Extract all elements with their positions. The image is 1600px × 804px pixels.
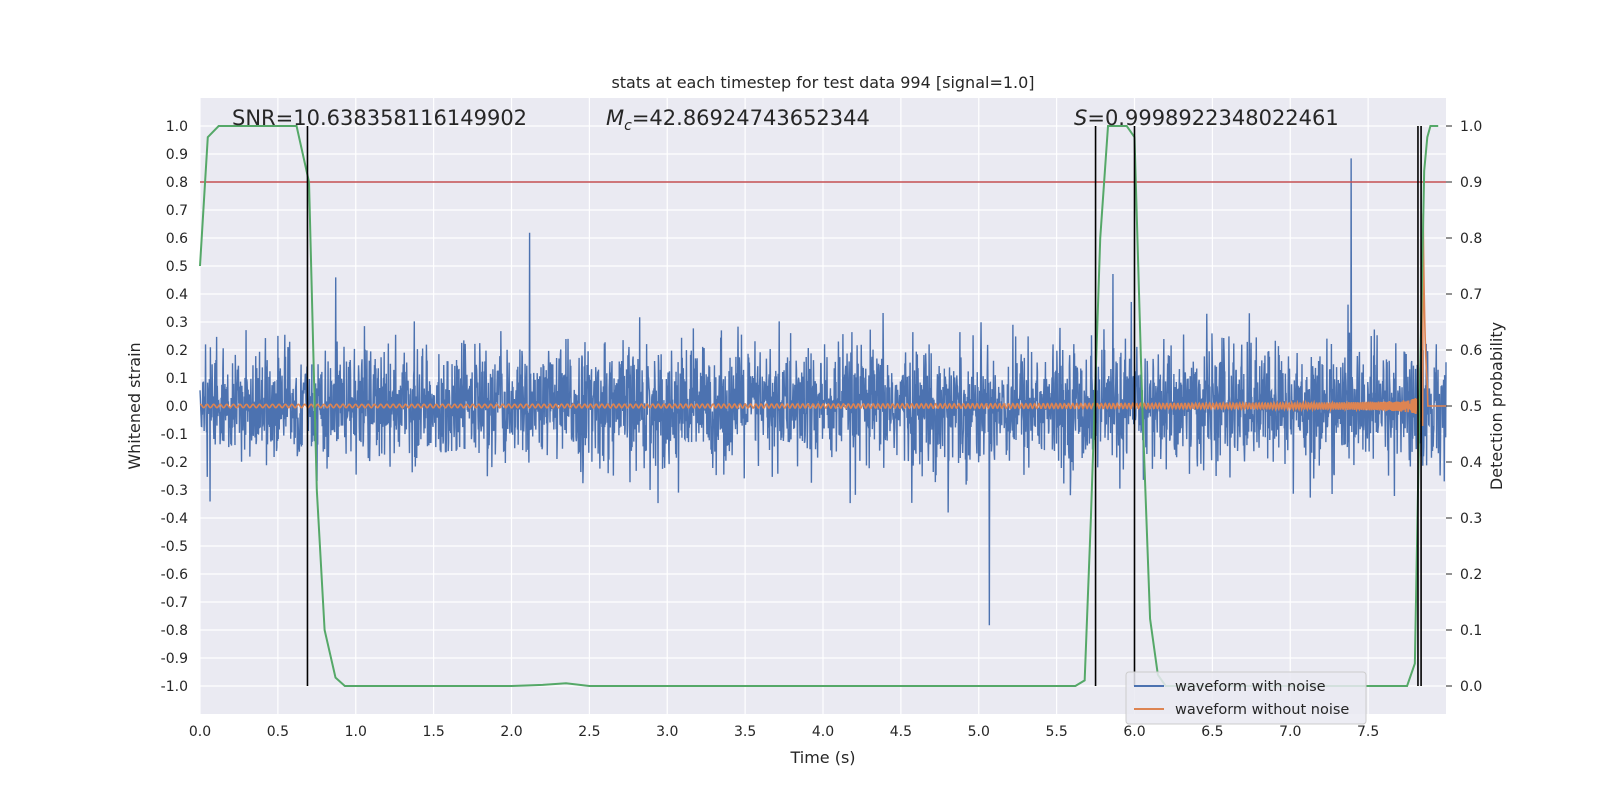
x-tick-label: 2.0 [500, 724, 522, 740]
y2-tick-label: 0.5 [1460, 399, 1482, 415]
legend-box [1125, 671, 1367, 725]
noisy-waveform-line [199, 158, 1447, 626]
y-tick-label: 0.5 [166, 259, 188, 275]
y2-tick-label: 0.4 [1460, 455, 1482, 471]
detection-probability-line [199, 125, 1439, 687]
chirp-mass-symbol: M [606, 106, 624, 130]
y-tick-label: 0.9 [166, 147, 188, 163]
y2-tick-label: 0.9 [1460, 175, 1482, 191]
y-axis-label: Whitened strain [125, 342, 144, 469]
y2-tick-label: 0.8 [1460, 231, 1482, 247]
y2-tick-label: 0.3 [1460, 511, 1482, 527]
s-annotation: S=0.9998922348022461 [1074, 106, 1339, 130]
x-tick-label: 7.0 [1279, 724, 1301, 740]
y-tick-label: 1.0 [166, 119, 188, 135]
x-tick-label: 0.5 [267, 724, 289, 740]
y-axis-ticks: 1.0 0.9 0.8 0.7 0.6 0.5 0.4 0.3 0.2 0.1 0.0 -0.1 -0.… [161, 119, 188, 695]
y-tick-label: 0.0 [166, 399, 188, 415]
y-tick-label: 0.4 [166, 287, 188, 303]
chart-title: stats at each timestep for test data 994… [611, 73, 1034, 92]
y-tick-label: -0.3 [161, 483, 188, 499]
chirp-mass-value: =42.86924743652344 [632, 106, 870, 130]
y-tick-label: -0.7 [161, 595, 188, 611]
legend: waveform with noise waveform without noi… [1125, 671, 1367, 725]
series-waveform-without-noise [199, 213, 1446, 427]
x-tick-label: 1.0 [345, 724, 367, 740]
chirp-mass-subscript: c [624, 118, 632, 134]
y-tick-label: -0.4 [161, 511, 188, 527]
y2-tick-label: 0.7 [1460, 287, 1482, 303]
y2-tick-label: 0.0 [1460, 679, 1482, 695]
legend-label-noise: waveform with noise [1175, 679, 1326, 695]
y2-tick-label: 0.2 [1460, 567, 1482, 583]
y2-tick-label: 0.1 [1460, 623, 1482, 639]
y-tick-label: -0.9 [161, 651, 188, 667]
snr-annotation: SNR=10.638358116149902 [232, 106, 527, 130]
clean-waveform-line [199, 213, 1446, 427]
x-tick-label: 0.0 [189, 724, 211, 740]
x-tick-label: 3.5 [734, 724, 756, 740]
y-tick-label: -0.2 [161, 455, 188, 471]
y-tick-label: 0.8 [166, 175, 188, 191]
x-tick-label: 6.5 [1201, 724, 1223, 740]
y-tick-label: 0.7 [166, 203, 188, 219]
x-tick-label: 4.0 [812, 724, 834, 740]
x-tick-label: 4.5 [890, 724, 912, 740]
y-tick-label: -0.6 [161, 567, 188, 583]
x-tick-label: 6.0 [1123, 724, 1145, 740]
y-tick-label: -1.0 [161, 679, 188, 695]
y-tick-label: -0.1 [161, 427, 188, 443]
x-axis-label: Time (s) [789, 748, 855, 767]
y2-axis-ticks: 1.0 0.9 0.8 0.7 0.6 0.5 0.4 0.3 0.2 0.1 0.0 [1446, 119, 1482, 695]
y2-axis-label: Detection probability [1487, 322, 1506, 490]
y-tick-label: -0.8 [161, 623, 188, 639]
x-tick-label: 5.0 [968, 724, 990, 740]
detection-vertical-lines [306, 126, 1422, 686]
chirp-mass-annotation: Mc=42.86924743652344 [606, 106, 870, 134]
x-tick-label: 2.5 [578, 724, 600, 740]
s-symbol: S [1074, 106, 1087, 130]
y-tick-label: 0.1 [166, 371, 188, 387]
series-detection-probability [199, 125, 1439, 687]
x-tick-label: 1.5 [422, 724, 444, 740]
x-tick-label: 5.5 [1045, 724, 1067, 740]
x-tick-label: 3.0 [656, 724, 678, 740]
y-tick-label: -0.5 [161, 539, 188, 555]
s-value: =0.9998922348022461 [1087, 106, 1338, 130]
legend-label-clean: waveform without noise [1175, 702, 1349, 718]
y-tick-label: 0.6 [166, 231, 188, 247]
y-tick-label: 0.2 [166, 343, 188, 359]
y-tick-label: 0.3 [166, 315, 188, 331]
x-axis-ticks: 0.0 0.5 1.0 1.5 2.0 2.5 3.0 3.5 4.0 4.5 5.0 5.5 6.0 6… [189, 724, 1379, 740]
y2-tick-label: 0.6 [1460, 343, 1482, 359]
series-waveform-with-noise [199, 158, 1447, 626]
x-tick-label: 7.5 [1357, 724, 1379, 740]
y2-tick-label: 1.0 [1460, 119, 1482, 135]
